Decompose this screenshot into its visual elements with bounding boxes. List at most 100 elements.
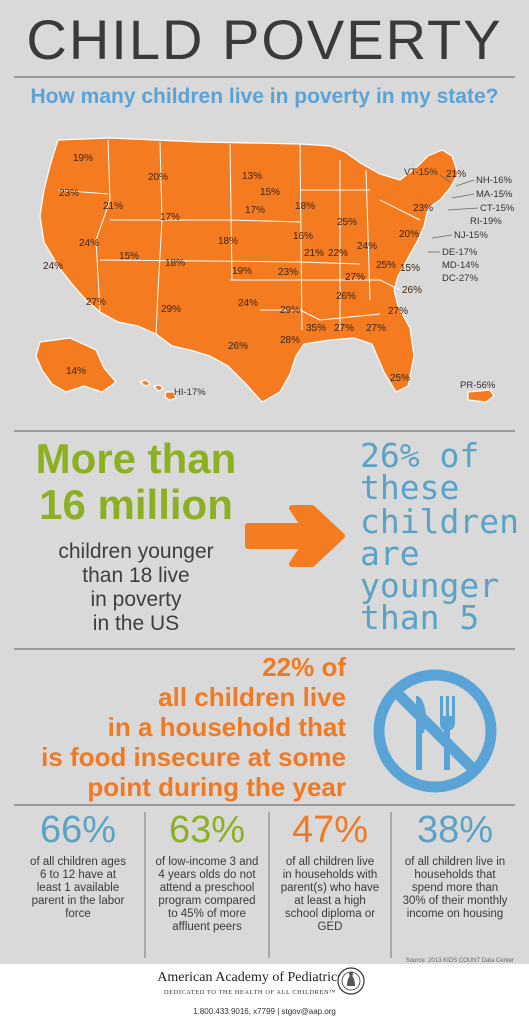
alaska-shape	[35, 337, 117, 393]
map-label: 27%	[345, 272, 365, 283]
map-label: 25%	[376, 260, 396, 271]
map-label: 28%	[280, 335, 300, 346]
side-label: HI-17%	[174, 387, 206, 398]
headline-desc-2: than 18 live	[82, 564, 190, 587]
map-label: 26%	[228, 341, 248, 352]
stat-number: 66%	[39, 809, 117, 851]
food-line-4: is food insecure at some	[41, 742, 346, 772]
map-label: 14%	[66, 366, 86, 377]
map-label: 20%	[399, 229, 419, 240]
section-rule	[14, 430, 515, 432]
map-label: 35%	[306, 323, 326, 334]
org-tagline: DEDICATED TO THE HEALTH OF ALL CHILDREN™	[163, 989, 337, 996]
side-label: DC-27%	[442, 273, 478, 284]
map-label: 23%	[59, 188, 79, 199]
footer	[0, 964, 529, 1024]
side-label: MA-15%	[476, 189, 513, 200]
section-rule	[14, 804, 515, 806]
map-label: 17%	[160, 212, 180, 223]
org-name: American Academy of Pediatrics	[157, 970, 343, 985]
stat-col-1: 66% of all children ages 6 to 12 have at…	[16, 808, 140, 960]
map-label: 27%	[366, 323, 386, 334]
map-label: 18%	[165, 258, 185, 269]
map-label: 24%	[238, 298, 258, 309]
side-label: MD-14%	[442, 260, 480, 271]
state-borders	[57, 139, 421, 335]
map-label: 29%	[280, 305, 300, 316]
young-line-1: 26% of	[360, 436, 480, 475]
page-title: CHILD POVERTY	[26, 8, 503, 71]
contiguous-us-shape	[39, 137, 459, 403]
stat-divider	[268, 812, 270, 958]
contact-info: 1.800.433.9016, x7799 | stgov@aap.org	[193, 1007, 336, 1016]
source-note: Source: 2013 KIDS COUNT Data Center	[405, 958, 514, 964]
food-line-3: in a household that	[107, 712, 346, 742]
map-label: 16%	[293, 231, 313, 242]
stat-col-3: 47% of all children live in households w…	[272, 808, 388, 960]
young-line-5: younger	[360, 566, 500, 605]
side-label: DE-17%	[442, 247, 478, 258]
map-label: 24%	[79, 238, 99, 249]
map-label: 24%	[357, 241, 377, 252]
stat-divider	[144, 812, 146, 958]
map-question: How many children live in poverty in my …	[30, 85, 499, 108]
map-label: 19%	[73, 153, 93, 164]
map-label: 15%	[400, 263, 420, 274]
map-label: 22%	[328, 248, 348, 259]
map-label: 18%	[295, 201, 315, 212]
map-label: 27%	[388, 306, 408, 317]
young-line-4: are	[360, 534, 420, 573]
map-label: 23%	[413, 203, 433, 214]
headline-desc-1: children younger	[58, 540, 214, 563]
food-line-5: point during the year	[87, 772, 346, 802]
stat-text: of all children ages 6 to 12 have at lea…	[30, 856, 126, 920]
title-rule	[14, 76, 515, 78]
side-label: NJ-15%	[454, 230, 488, 241]
map-label: 25%	[390, 373, 410, 384]
food-line-2: all children live	[158, 682, 346, 712]
map-label: 18%	[218, 236, 238, 247]
map-label: 24%	[43, 261, 63, 272]
young-line-3: children	[360, 502, 519, 541]
stat-text: of all children live in households that …	[402, 856, 508, 920]
side-label: NH-16%	[476, 175, 512, 186]
map-label: 17%	[245, 205, 265, 216]
map-label: 21%	[446, 169, 466, 180]
map-label: 21%	[304, 248, 324, 259]
stat-col-4: 38% of all children live in households t…	[394, 808, 516, 960]
arrow-right-icon	[245, 505, 345, 567]
us-map: 19% 23% 20% 21% 13% 15% 18% 17% 17% 16% …	[35, 137, 515, 403]
side-label: VT-15%	[404, 167, 438, 178]
stat-text: of low-income 3 and 4 years olds do not …	[155, 856, 259, 933]
map-label: 27%	[86, 297, 106, 308]
label-connectors	[428, 174, 479, 253]
map-label: 20%	[148, 172, 168, 183]
map-label: 23%	[278, 267, 298, 278]
stat-number: 63%	[168, 809, 246, 851]
headline-line-2: 16 million	[39, 481, 233, 528]
stat-col-2: 63% of low-income 3 and 4 years olds do …	[148, 808, 266, 960]
stat-number: 38%	[416, 809, 494, 851]
stat-divider	[390, 812, 392, 958]
side-label: PR-56%	[460, 380, 496, 391]
map-label: 26%	[402, 285, 422, 296]
hawaii-shape	[139, 379, 177, 401]
map-label: 29%	[161, 304, 181, 315]
section-rule	[14, 648, 515, 650]
map-label: 26%	[336, 291, 356, 302]
stat-number: 47%	[291, 809, 369, 851]
headline-line-1: More than	[35, 435, 237, 482]
young-line-6: than 5	[360, 598, 480, 637]
food-line-1: 22% of	[262, 652, 346, 682]
headline-desc-4: in the US	[92, 612, 180, 635]
aap-seal-icon	[337, 967, 365, 995]
stat-text: of all children live in households with …	[280, 856, 380, 933]
map-label: 15%	[260, 187, 280, 198]
side-label: CT-15%	[480, 203, 515, 214]
puerto-rico-shape	[467, 389, 495, 403]
map-label: 27%	[334, 323, 354, 334]
map-label: 21%	[103, 201, 123, 212]
headline-desc-3: in poverty	[90, 588, 182, 611]
map-label: 19%	[232, 266, 252, 277]
side-label: RI-19%	[470, 216, 502, 227]
